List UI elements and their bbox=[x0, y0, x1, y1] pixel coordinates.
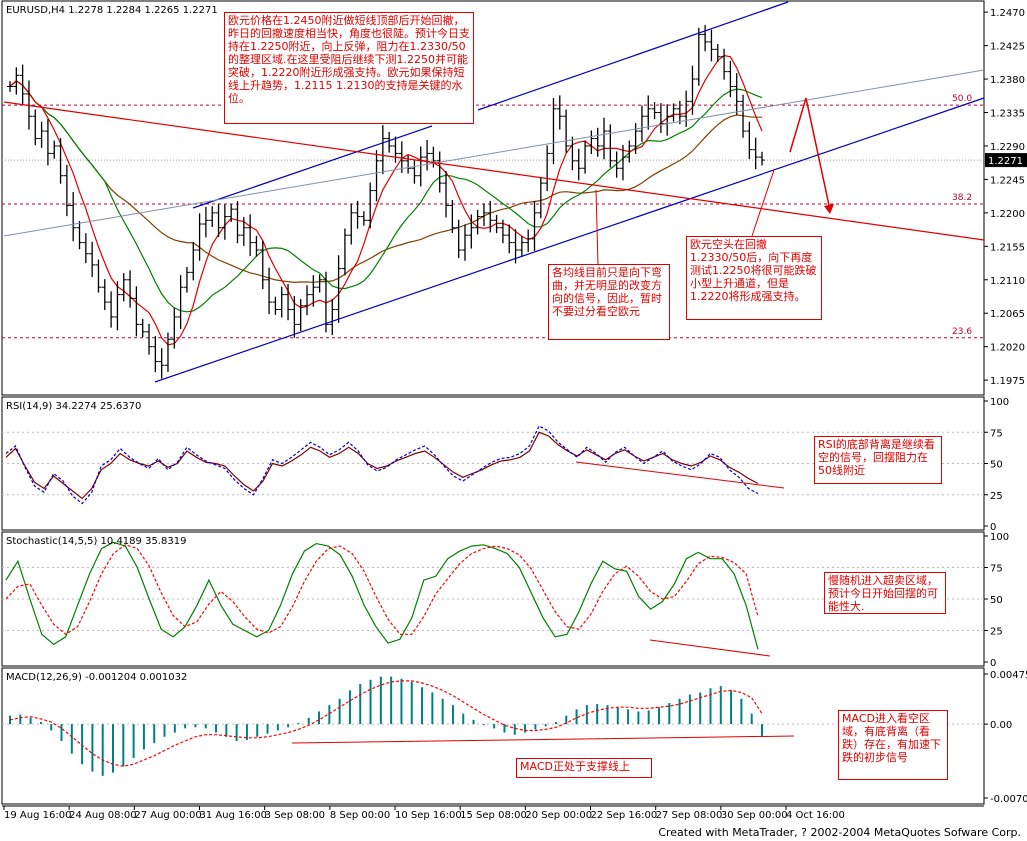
channel-lower-line bbox=[154, 97, 985, 383]
callout-leader bbox=[595, 189, 599, 265]
price-tick-label: 1.2425 bbox=[990, 42, 1025, 53]
descending-trend-line bbox=[3, 101, 985, 241]
fib-label: 50.0 bbox=[952, 94, 972, 104]
osc-series-line bbox=[5, 541, 759, 650]
x-tick-label: 27 Aug 00:00 bbox=[134, 810, 201, 821]
x-tick-label: 20 Sep 00:00 bbox=[525, 810, 592, 821]
channel-upper-line-2 bbox=[477, 1, 789, 111]
osc-tick-label: 50 bbox=[990, 595, 1003, 606]
last-price-box bbox=[985, 153, 1027, 168]
last-price-label: 1.2271 bbox=[988, 156, 1023, 167]
x-tick-label: 10 Sep 16:00 bbox=[395, 810, 462, 821]
price-tick-label: 1.2065 bbox=[990, 309, 1025, 320]
short-annotation: 欧元空头在回撤1.2330/50后，向下再度测试1.2250将很可能跌破小型上升… bbox=[686, 236, 822, 320]
osc-tick-label: 0 bbox=[990, 658, 996, 669]
macd-support-annotation: MACD正处于支撑线上 bbox=[516, 758, 652, 778]
ma-fast-line bbox=[9, 54, 763, 346]
osc-tick-label: 25 bbox=[990, 627, 1003, 638]
osc-tick-label: 100 bbox=[990, 532, 1009, 543]
osc-tick-label: 100 bbox=[990, 397, 1009, 408]
x-tick-label: 27 Sep 08:00 bbox=[656, 810, 723, 821]
channel-upper-line-1 bbox=[192, 125, 433, 209]
price-tick-label: 1.2020 bbox=[990, 343, 1025, 354]
stoch-divergence-line bbox=[649, 639, 771, 657]
stoch-annotation: 慢随机进入超卖区域，预计今日开始回摆的可能性大. bbox=[824, 572, 946, 614]
osc-tick-label: 75 bbox=[990, 564, 1003, 575]
x-tick-label: 4 Oct 16:00 bbox=[786, 810, 845, 821]
osc-tick-label: 75 bbox=[990, 428, 1003, 439]
macd-tick-label: 0.00475 bbox=[990, 670, 1027, 681]
rsi-divergence-line bbox=[575, 461, 785, 489]
forecast-arrow-head bbox=[824, 204, 834, 214]
osc-tick-label: 50 bbox=[990, 460, 1003, 471]
osc-tick-label: 25 bbox=[990, 491, 1003, 502]
price-tick-label: 1.2200 bbox=[990, 209, 1025, 220]
pane-frame-macd bbox=[1, 667, 985, 805]
footer-credit: Created with MetaTrader, ? 2002-2004 Met… bbox=[658, 826, 1021, 839]
price-tick-label: 1.2335 bbox=[990, 109, 1025, 120]
price-tick-label: 1.2290 bbox=[990, 142, 1025, 153]
x-tick-label: 19 Aug 16:00 bbox=[4, 810, 71, 821]
price-tick-label: 1.2155 bbox=[990, 242, 1025, 253]
pane-frame-main bbox=[1, 0, 985, 396]
osc-header: RSI(14,9) 34.2274 25.6370 bbox=[6, 401, 141, 412]
price-tick-label: 1.2110 bbox=[990, 276, 1025, 287]
x-tick-label: 22 Sep 16:00 bbox=[591, 810, 658, 821]
price-tick-label: 1.2380 bbox=[990, 75, 1025, 86]
osc-tick-label: 0 bbox=[990, 522, 996, 533]
price-tick-label: 1.2245 bbox=[990, 175, 1025, 186]
macd-signal-line bbox=[9, 680, 763, 767]
macd-tick-label: 0.00 bbox=[990, 720, 1012, 731]
ma-mid-line bbox=[9, 80, 763, 313]
callout-leader bbox=[751, 169, 775, 237]
macd-annotation: MACD进入看空区域，有底背离（看跌）存在，有加速下跌的初步信号 bbox=[838, 710, 948, 780]
macd-header: MACD(12,26,9) -0.001204 0.001032 bbox=[6, 672, 187, 683]
long-trend-line bbox=[3, 69, 985, 237]
x-tick-label: 8 Sep 00:00 bbox=[330, 810, 390, 821]
price-tick-label: 1.1975 bbox=[990, 376, 1025, 387]
fib-label: 23.6 bbox=[952, 327, 972, 337]
x-tick-label: 31 Aug 16:00 bbox=[200, 810, 267, 821]
main-annotation: 欧元价格在1.2450附近做短线顶部后开始回撤，昨日的回撤速度相当快，角度也很陡… bbox=[224, 12, 474, 124]
macd-tick-label: -0.00700 bbox=[990, 794, 1027, 805]
price-tick-label: 1.2470 bbox=[990, 8, 1025, 19]
ma-annotation: 各均线目前只是向下弯曲，并无明显的改变方向的信号，因此，暂时不要过分看空欧元 bbox=[548, 264, 670, 340]
fib-label: 38.2 bbox=[952, 193, 972, 203]
forecast-arrow-line bbox=[789, 97, 831, 211]
x-tick-label: 30 Sep 00:00 bbox=[721, 810, 788, 821]
osc-series-line bbox=[5, 544, 759, 636]
x-tick-label: 24 Aug 08:00 bbox=[69, 810, 136, 821]
rsi-annotation: RSI的底部背离是继续看空的信号，回摆阻力在50线附近 bbox=[814, 436, 942, 484]
osc-series-line bbox=[5, 425, 759, 505]
main-header: EURUSD,H4 1.2278 1.2284 1.2265 1.2271 bbox=[6, 5, 218, 16]
x-tick-label: 3 Sep 08:00 bbox=[265, 810, 325, 821]
x-tick-label: 15 Sep 08:00 bbox=[460, 810, 527, 821]
osc-header: Stochastic(14,5,5) 10.4189 35.8319 bbox=[6, 536, 186, 547]
macd-support-line bbox=[291, 735, 795, 744]
